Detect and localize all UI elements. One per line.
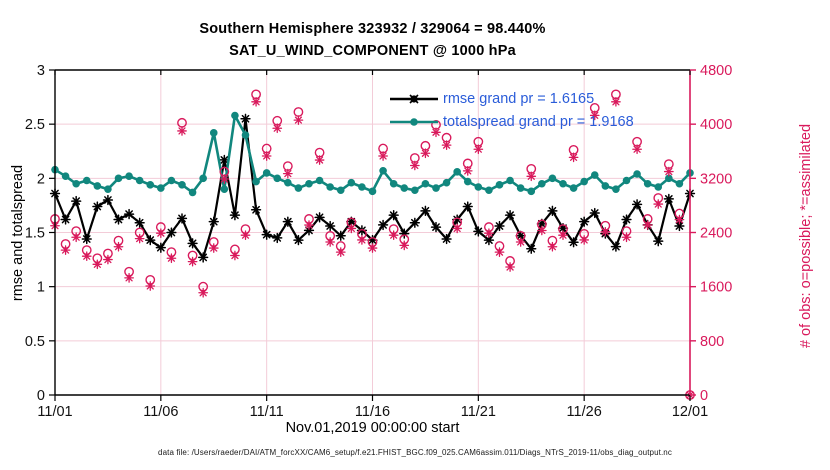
legend-label-totalspread: totalspread grand pr = 1.9168 <box>443 113 634 130</box>
right-tick-label: 800 <box>700 334 724 350</box>
right-tick-label: 4800 <box>700 63 732 79</box>
left-tick-label: 0.5 <box>25 334 45 350</box>
left-tick-label: 2.5 <box>25 117 45 133</box>
legend-item-rmse: rmse grand pr = 1.6165 <box>388 87 634 110</box>
series-totalspread <box>51 111 694 197</box>
right-tick-label: 0 <box>700 388 708 404</box>
x-tick-label: 11/16 <box>355 404 390 420</box>
x-tick-label: 11/06 <box>143 404 178 420</box>
right-tick-label: 4000 <box>700 117 732 133</box>
legend-label-rmse: rmse grand pr = 1.6165 <box>443 90 595 107</box>
left-tick-label: 2 <box>37 171 45 187</box>
left-tick-label: 3 <box>37 63 45 79</box>
series-rmse <box>49 113 696 263</box>
totalspread-line-sample-icon <box>390 117 438 126</box>
data-file-path: data file: /Users/raeder/DAI/ATM_forcXX/… <box>158 448 672 457</box>
chart-title-line-1: Southern Hemisphere 323932 / 329064 = 98… <box>199 21 546 37</box>
right-tick-label: 3200 <box>700 171 732 187</box>
legend-item-totalspread: totalspread grand pr = 1.9168 <box>388 110 634 133</box>
x-tick-label: 11/21 <box>461 404 496 420</box>
x-tick-label: 11/11 <box>250 404 284 420</box>
left-tick-label: 1.5 <box>25 226 45 242</box>
right-axis-label: # of obs: o=possible; *=assimilated <box>798 123 814 349</box>
left-axis-label: rmse and totalspread <box>10 164 26 302</box>
x-tick-label: 11/26 <box>567 404 602 420</box>
rmse-line-sample-icon <box>390 93 438 104</box>
series-obs_assimilated <box>50 96 695 400</box>
left-tick-label: 0 <box>37 388 45 404</box>
x-axis-label: Nov.01,2019 00:00:00 start <box>285 420 460 436</box>
tick-labels: 11/01 11/06 11/11 11/16 11/21 11/26 12/0100.51… <box>25 63 732 420</box>
left-tick-label: 1 <box>37 280 45 296</box>
right-tick-label: 2400 <box>700 226 732 242</box>
legend: rmse grand pr = 1.6165 totalspread grand… <box>388 87 634 133</box>
right-tick-label: 1600 <box>700 280 732 296</box>
x-tick-label: 11/01 <box>37 404 72 420</box>
chart-title-line-2: SAT_U_WIND_COMPONENT @ 1000 hPa <box>229 43 516 59</box>
x-tick-label: 12/01 <box>672 404 708 420</box>
